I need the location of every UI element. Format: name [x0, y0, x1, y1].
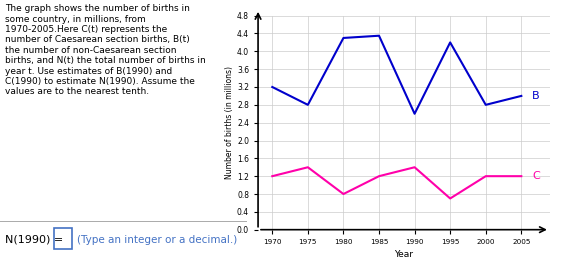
Text: The graph shows the number of births in
some country, in millions, from
1970-200: The graph shows the number of births in … [5, 4, 206, 97]
Text: B: B [532, 91, 540, 101]
Text: C: C [532, 171, 540, 181]
Text: N(1990) =: N(1990) = [5, 235, 63, 245]
X-axis label: Year: Year [394, 250, 413, 259]
FancyBboxPatch shape [54, 228, 72, 249]
Y-axis label: Number of births (in millions): Number of births (in millions) [225, 66, 234, 179]
Text: (Type an integer or a decimal.): (Type an integer or a decimal.) [76, 235, 237, 245]
